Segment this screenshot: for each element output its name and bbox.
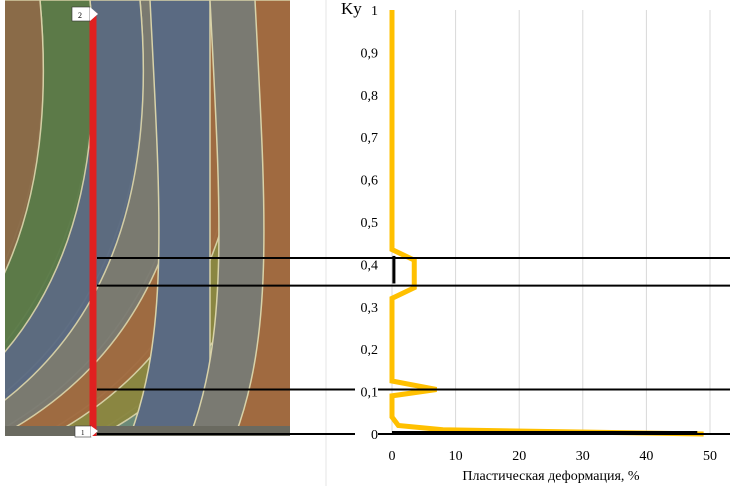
x-axis-label: Пластическая деформация, % xyxy=(462,469,639,484)
x-tick-label: 0 xyxy=(389,449,396,464)
x-tick-label: 40 xyxy=(639,449,653,464)
y-tick-label: 0,2 xyxy=(361,343,379,358)
y-axis-label: Ky xyxy=(341,0,362,18)
y-tick-label: 0,5 xyxy=(361,216,379,231)
x-tick-labels: 0 10 20 30 40 50 xyxy=(389,449,718,464)
panel-base-strip xyxy=(5,426,290,436)
y-tick-label: 0,3 xyxy=(361,301,379,316)
y-tick-label: 0,4 xyxy=(361,258,379,273)
chart-series xyxy=(389,10,704,437)
chart-grid xyxy=(325,0,711,486)
x-tick-label: 30 xyxy=(576,449,590,464)
y-tick-label: 1 xyxy=(371,4,378,19)
y-tick-labels: 0 0,1 0,2 0,3 0,4 0,5 0,6 0,7 0,8 0,9 1 xyxy=(361,4,379,443)
y-tick-label: 0,1 xyxy=(361,386,379,401)
x-tick-label: 20 xyxy=(512,449,526,464)
deformation-band xyxy=(5,0,45,274)
marker-bottom-label: 1 xyxy=(81,429,85,437)
marker-top: 2 xyxy=(71,6,98,22)
marker-top-label: 2 xyxy=(78,11,82,20)
y-tick-label: 0,7 xyxy=(361,131,379,146)
y-tick-label: 0 xyxy=(371,428,378,443)
x-tick-label: 10 xyxy=(449,449,463,464)
simulation-panel xyxy=(5,0,290,436)
chart: 0 0,1 0,2 0,3 0,4 0,5 0,6 0,7 0,8 0,9 1 0 10 20 30 40 5… xyxy=(97,0,730,486)
y-tick-label: 0,8 xyxy=(361,89,379,104)
series-line-0 xyxy=(389,10,704,437)
x-tick-label: 50 xyxy=(703,449,717,464)
deformation-bands xyxy=(5,0,290,436)
y-tick-label: 0,6 xyxy=(361,174,379,189)
y-tick-label: 0,9 xyxy=(361,46,379,61)
marker-bottom: 1 xyxy=(74,425,98,438)
reference-lines xyxy=(97,257,730,435)
